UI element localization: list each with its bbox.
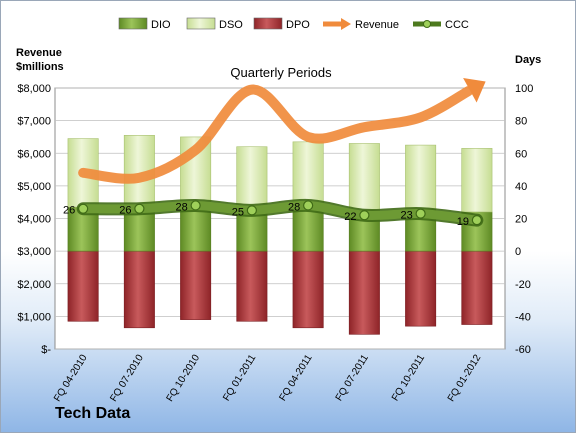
bar-dio	[292, 205, 324, 252]
right-axis-tick-label: 40	[515, 181, 527, 193]
right-axis-title: Days	[515, 54, 542, 66]
bar-dpo	[236, 250, 268, 322]
chart-title: Quarterly Periods	[230, 65, 332, 80]
left-axis-title-line2: $millions	[16, 61, 64, 73]
ccc-marker	[246, 205, 257, 216]
bar-dso	[461, 148, 493, 213]
ccc-data-label: 26	[119, 205, 131, 217]
right-axis-tick-label: 100	[515, 83, 533, 95]
left-axis-tick-label: $8,000	[17, 83, 51, 95]
legend-label-dso: DSO	[219, 19, 243, 31]
bar-dso	[292, 141, 324, 206]
ccc-marker	[190, 200, 201, 211]
bar-dpo	[292, 250, 324, 329]
category-label: FQ 10-2010	[165, 352, 203, 403]
legend-label-ccc: CCC	[445, 19, 469, 31]
bar-dio	[180, 205, 212, 252]
ccc-data-label: 26	[63, 205, 75, 217]
left-axis-tick-label: $2,000	[17, 279, 51, 291]
company-name: Tech Data	[55, 405, 131, 422]
left-axis-tick-label: $3,000	[17, 246, 51, 258]
bar-dso	[405, 144, 437, 210]
bar-dpo	[180, 250, 212, 320]
category-label: FQ 01-2011	[221, 352, 258, 403]
left-axis-tick-label: $7,000	[17, 116, 51, 128]
bar-dso	[236, 146, 268, 210]
ccc-data-label: 25	[232, 206, 244, 218]
bar-dpo	[461, 250, 493, 325]
right-axis-tick-label: -60	[515, 344, 531, 356]
bar-dpo	[67, 250, 99, 322]
ccc-data-label: 23	[401, 210, 413, 222]
right-axis-tick-label: -40	[515, 311, 531, 323]
category-label: FQ 04-2010	[52, 352, 90, 403]
legend-label-dpo: DPO	[286, 19, 310, 31]
category-label: FQ 07-2010	[108, 352, 146, 403]
legend-label-dio: DIO	[151, 19, 171, 31]
left-axis-title: Revenue $millions	[16, 46, 64, 74]
revenue-arrowhead	[463, 77, 486, 103]
right-axis-tick-label: 20	[515, 214, 527, 226]
legend-swatch-dpo	[253, 17, 283, 30]
ccc-marker	[303, 200, 314, 211]
legend-label-revenue: Revenue	[355, 19, 399, 31]
bar-dpo	[123, 250, 155, 329]
bar-dpo	[348, 250, 380, 335]
right-axis-tick-label: 0	[515, 246, 521, 258]
ccc-data-label: 22	[344, 211, 356, 223]
left-axis-tick-label: $6,000	[17, 148, 51, 160]
right-axis-tick-label: 60	[515, 148, 527, 160]
category-label: FQ 07-2011	[334, 352, 371, 403]
category-label: FQ 01-2012	[446, 352, 484, 403]
ccc-marker	[78, 203, 89, 214]
right-axis-tick-label: -20	[515, 279, 531, 291]
category-label: FQ 10-2011	[390, 352, 427, 403]
ccc-data-label: 28	[288, 201, 300, 213]
bar-dso	[348, 143, 380, 211]
ccc-marker	[134, 203, 145, 214]
ccc-data-label: 28	[176, 201, 188, 213]
left-axis-tick-label: $-	[41, 344, 51, 356]
left-axis-tick-label: $1,000	[17, 311, 51, 323]
ccc-marker	[471, 215, 482, 226]
left-axis-title-line1: Revenue	[16, 47, 62, 59]
right-axis-tick-label: 80	[515, 116, 527, 128]
revenue-line	[78, 84, 474, 184]
left-axis-tick-label: $4,000	[17, 214, 51, 226]
bar-dpo	[405, 250, 437, 327]
left-axis-tick-label: $5,000	[17, 181, 51, 193]
ccc-data-label: 19	[457, 216, 469, 228]
ccc-marker	[415, 208, 426, 219]
legend-swatch-revenue-head	[341, 18, 351, 30]
legend-swatch-dio	[118, 17, 148, 30]
legend-swatch-ccc-marker	[423, 20, 431, 28]
ccc-marker	[359, 210, 370, 221]
category-label: FQ 04-2011	[277, 352, 314, 403]
legend-swatch-dso	[186, 17, 216, 30]
